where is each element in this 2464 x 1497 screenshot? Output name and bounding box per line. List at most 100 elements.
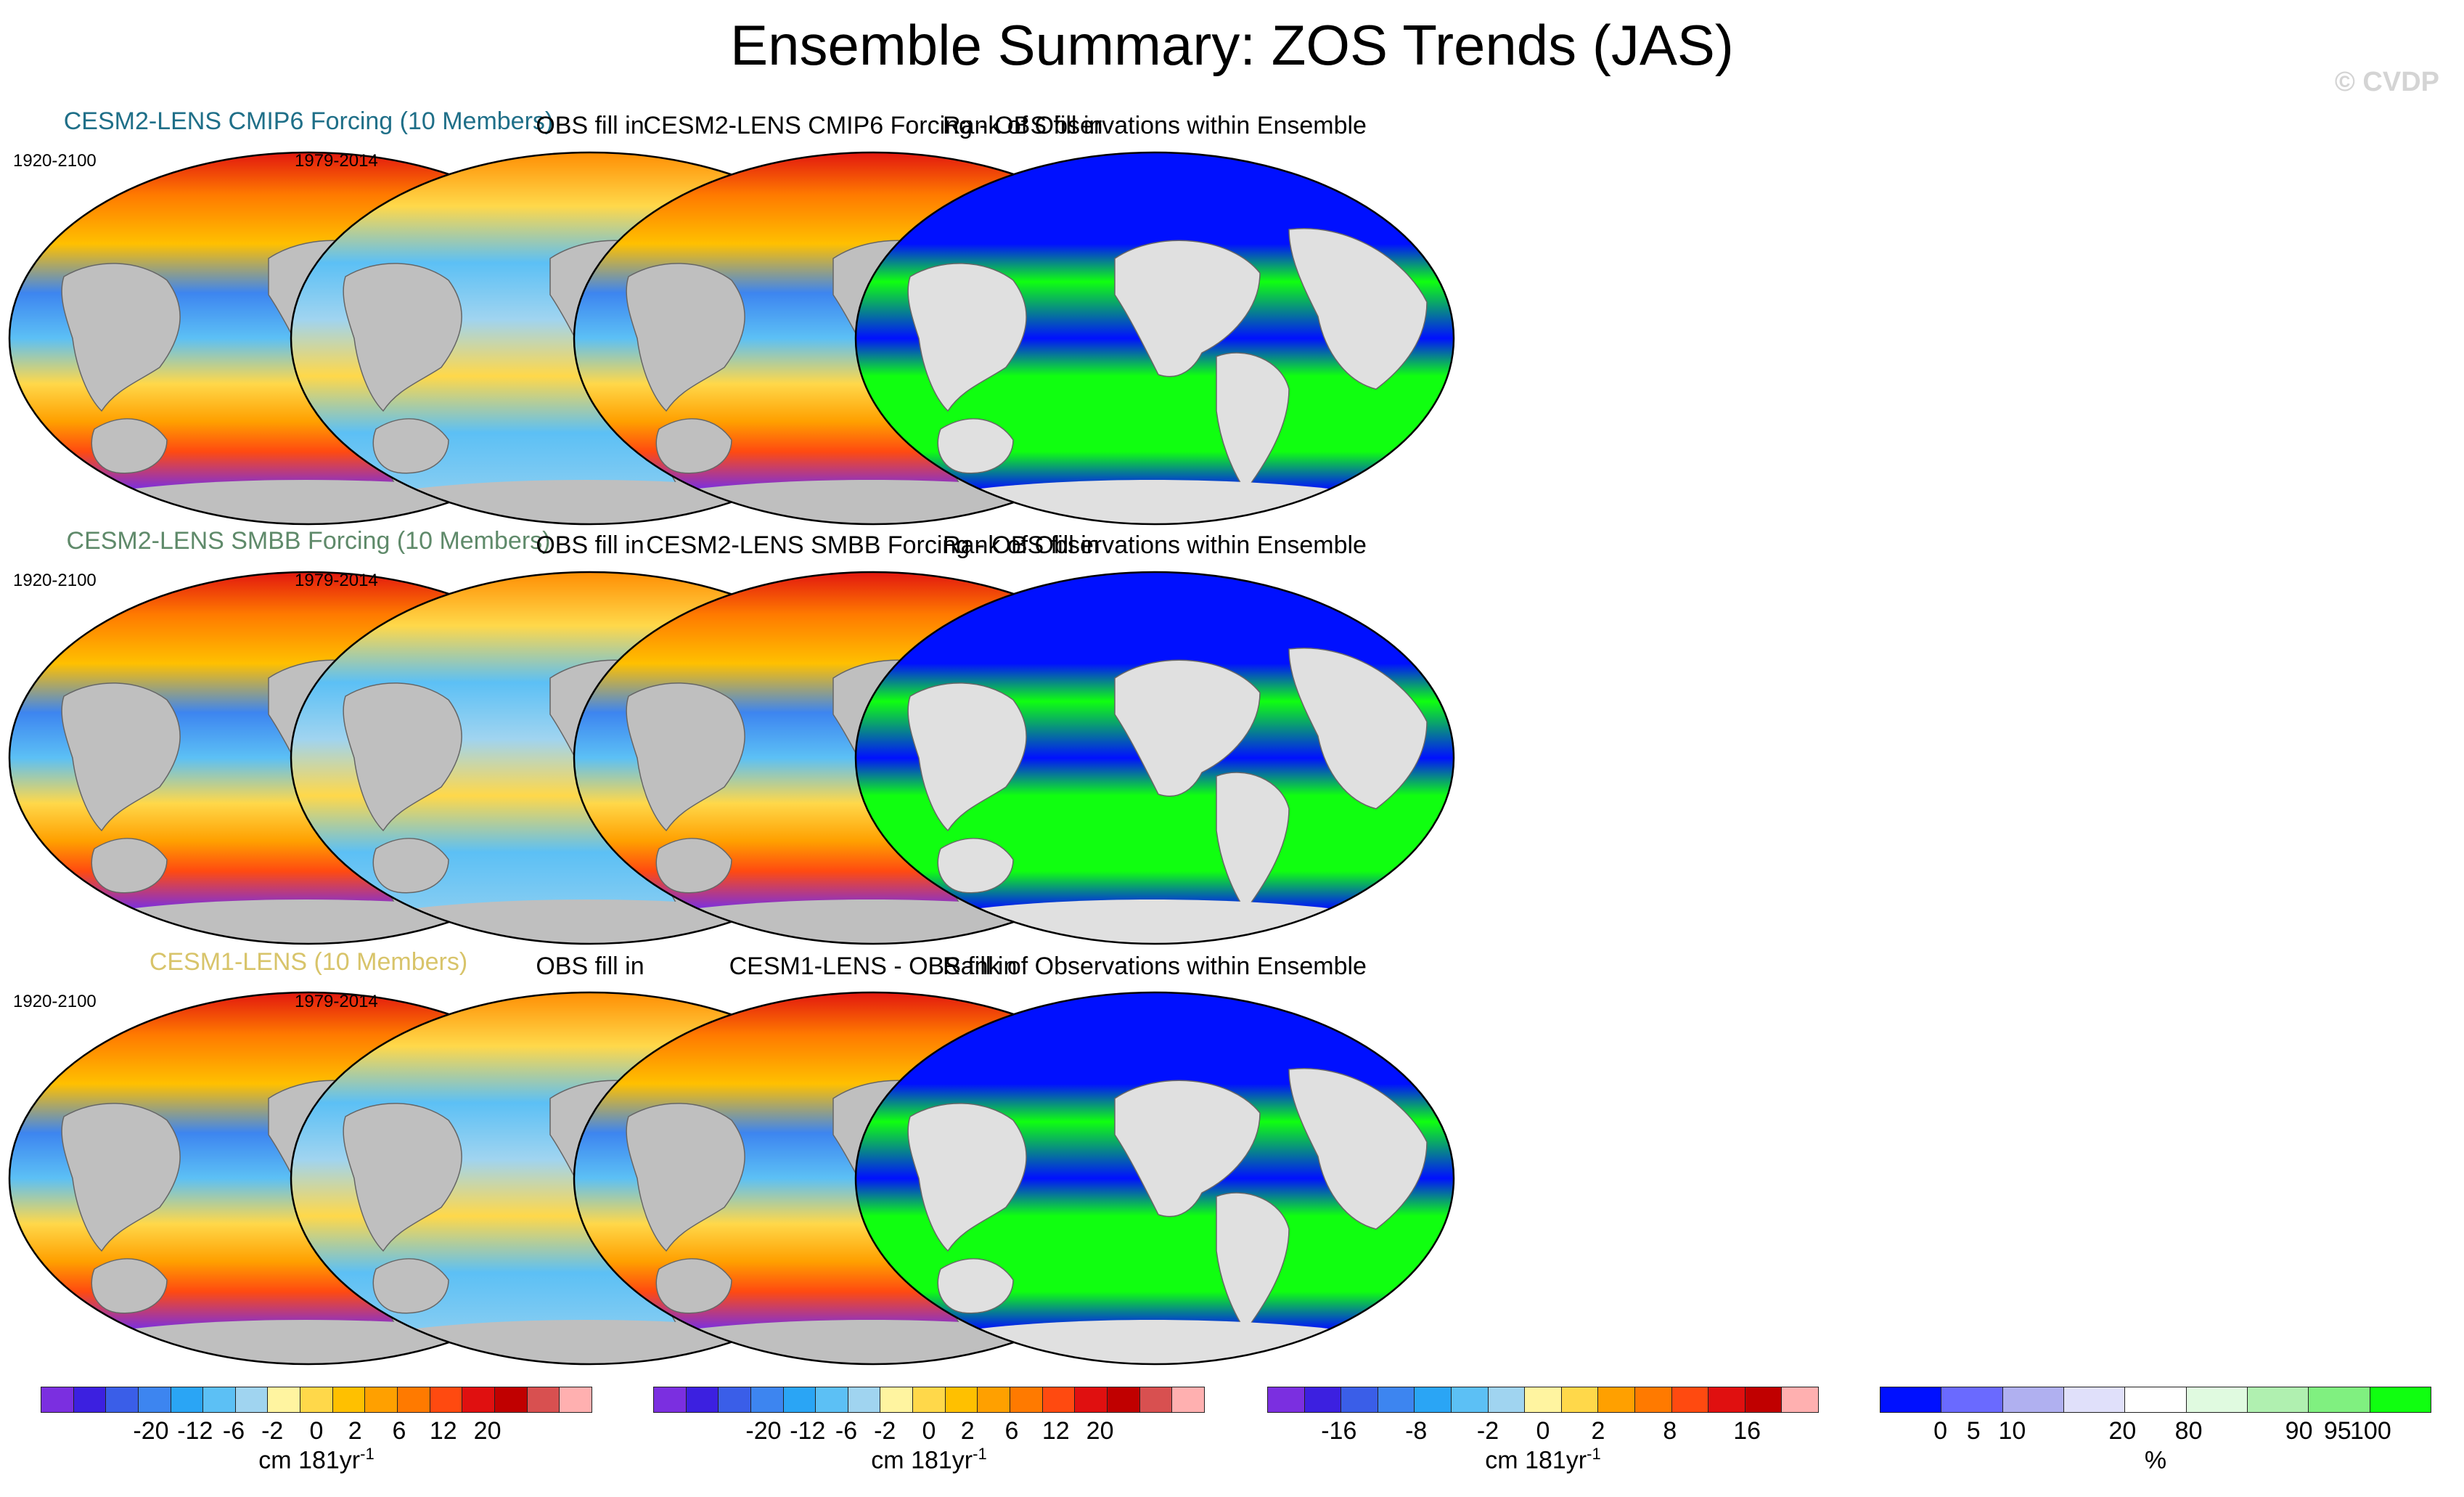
unit-exponent: -1: [973, 1445, 987, 1463]
unit-text: cm 181yr: [258, 1446, 361, 1474]
colorbar-tick-label: -12: [790, 1417, 826, 1445]
period-label: 1920-2100: [13, 571, 97, 590]
colorbar-swatch: [235, 1387, 269, 1413]
colorbar-tick-label: 0: [309, 1417, 324, 1445]
land-mass: [1288, 1068, 1428, 1230]
colorbar-swatch: [1708, 1387, 1745, 1413]
colorbar-unit: cm 181yr-1: [41, 1445, 592, 1474]
colorbar-tick-label: 80: [2174, 1417, 2203, 1445]
unit-text: %: [2144, 1446, 2167, 1474]
colorbar-swatch: [430, 1387, 463, 1413]
colorbar-swatch: [1139, 1387, 1173, 1413]
period-label: 1920-2100: [13, 992, 97, 1011]
land-mass: [937, 1258, 1014, 1314]
land-mass: [655, 838, 732, 894]
colorbar-swatch: [719, 1387, 751, 1413]
map-outline: [854, 151, 1455, 526]
colorbar-swatch: [1488, 1387, 1526, 1413]
colorbar: [653, 1387, 1205, 1413]
colorbar-unit: %: [1880, 1445, 2431, 1474]
colorbar-tick-label: 90: [2285, 1417, 2313, 1445]
colorbar-swatch: [686, 1387, 719, 1413]
panel-title: OBS fill in: [536, 112, 644, 139]
colorbar-swatch: [1415, 1387, 1452, 1413]
colorbar-swatch: [783, 1387, 816, 1413]
land-mass: [907, 1103, 1027, 1252]
colorbar-swatch: [816, 1387, 848, 1413]
watermark: © CVDP: [2334, 67, 2439, 97]
land-mass: [91, 1258, 168, 1314]
land-mass: [372, 838, 449, 894]
colorbar-swatch: [1634, 1387, 1672, 1413]
colorbar-tick-label: -8: [1405, 1417, 1428, 1445]
colorbar-tick-label: 16: [1733, 1417, 1761, 1445]
colorbar-tick-label: 0: [1933, 1417, 1948, 1445]
land-mass: [1216, 772, 1290, 912]
panel-title: CESM2-LENS CMIP6 Forcing (10 Members): [63, 107, 554, 135]
unit-exponent: -1: [1587, 1445, 1601, 1463]
colorbar-tick-label: -2: [261, 1417, 284, 1445]
colorbar-ticks: 0 5 10 20 80 90 95 100: [1880, 1417, 2431, 1446]
land-mass: [937, 838, 1014, 894]
land-mass: [61, 1103, 181, 1252]
land-mass: [1288, 228, 1428, 390]
colorbar-swatch: [1671, 1387, 1709, 1413]
colorbar-tick-label: 20: [1086, 1417, 1114, 1445]
map-outline: [854, 571, 1455, 945]
land-mass: [343, 263, 462, 412]
colorbar-tick-label: -16: [1321, 1417, 1357, 1445]
unit-text: cm 181yr: [1485, 1446, 1587, 1474]
colorbar-swatch: [653, 1387, 687, 1413]
colorbar-swatch: [398, 1387, 430, 1413]
colorbar-tick-label: 6: [392, 1417, 406, 1445]
land-mass: [61, 682, 181, 832]
colorbar-tick-label: 12: [429, 1417, 457, 1445]
land-mass: [372, 418, 449, 474]
map-panel-rank: [854, 569, 1456, 947]
colorbar: [1880, 1387, 2431, 1413]
land-mass: [1114, 659, 1261, 797]
colorbar-tick-label: -20: [745, 1417, 782, 1445]
land-mass: [343, 1103, 462, 1252]
land-mass: [1216, 1192, 1290, 1332]
colorbar-swatch: [750, 1387, 784, 1413]
colorbar-swatch: [1782, 1387, 1819, 1413]
land-mass: [655, 418, 732, 474]
colorbar-ticks: -20 -12 -6 -2 0 2 6 12 20: [653, 1417, 1205, 1446]
map-outline: [854, 991, 1455, 1366]
panel-title: Rank of Observations within Ensemble: [943, 953, 1367, 980]
panel-title: CESM2-LENS SMBB Forcing - OBS fill in: [646, 531, 1100, 559]
panel-title: CESM1-LENS (10 Members): [149, 948, 468, 976]
period-label: 1920-2100: [13, 151, 97, 171]
colorbar-swatch: [1010, 1387, 1043, 1413]
colorbar-unit: cm 181yr-1: [653, 1445, 1205, 1474]
colorbar-swatch: [73, 1387, 107, 1413]
colorbar-swatch: [560, 1387, 592, 1413]
colorbar-tick-label: 12: [1041, 1417, 1070, 1445]
colorbar-swatch: [1042, 1387, 1076, 1413]
colorbar-swatch: [462, 1387, 495, 1413]
colorbar-swatch: [1341, 1387, 1378, 1413]
colorbar-swatch: [1880, 1387, 1942, 1413]
colorbar-tick-label: 5: [1966, 1417, 1981, 1445]
unit-text: cm 181yr: [871, 1446, 973, 1474]
panel-title: OBS fill in: [536, 953, 644, 980]
colorbar-swatch: [1451, 1387, 1489, 1413]
land-mass: [907, 682, 1027, 832]
colorbar-swatch: [1745, 1387, 1782, 1413]
colorbar: [41, 1387, 592, 1413]
land-mass: [61, 263, 181, 412]
colorbar-swatch: [1172, 1387, 1205, 1413]
colorbar-tick-label: 95: [2323, 1417, 2352, 1445]
colorbar-swatch: [527, 1387, 560, 1413]
map-panel-rank: [854, 990, 1456, 1367]
colorbar-swatch: [2063, 1387, 2126, 1413]
period-label: 1979-2014: [295, 992, 378, 1011]
colorbar-swatch: [1075, 1387, 1108, 1413]
colorbar-swatch: [2247, 1387, 2309, 1413]
colorbar-swatch: [1598, 1387, 1635, 1413]
colorbar: [1267, 1387, 1819, 1413]
colorbar-swatch: [880, 1387, 914, 1413]
colorbar-tick-label: -20: [133, 1417, 169, 1445]
map-panel-rank: [854, 150, 1456, 527]
